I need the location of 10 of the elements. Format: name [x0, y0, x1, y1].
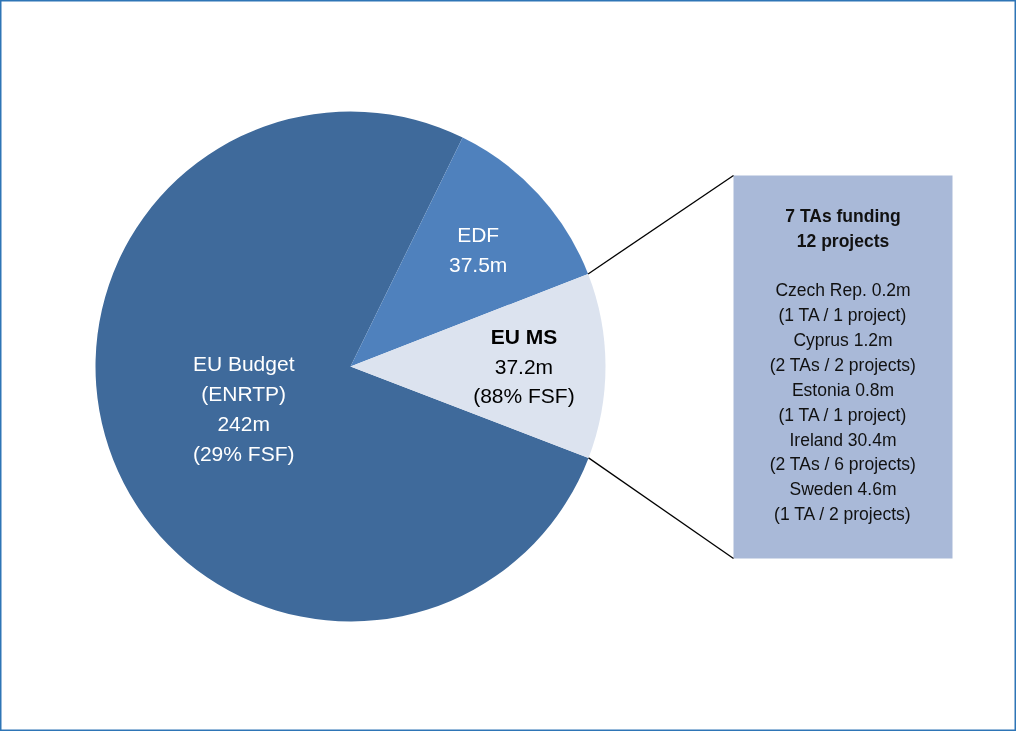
text: Czech Rep. 0.2m (1 TA / 1 project) Cyprus 1.2m (2 TAs / 2 projects) Estonia 0.8m (1 TA / 1 project) Ireland 30.4m (2 TAs / 6 projects) Sweden 4.6m (1 TA / 2 projects) [769, 280, 916, 525]
data-label: 37.2m [494, 354, 554, 378]
text: (29% FSF) [192, 441, 295, 465]
slice-label: EU Budget (ENRTP) [192, 352, 295, 406]
data-label: 242m [217, 411, 270, 435]
text: 7 TAs funding 12 projects [785, 205, 901, 251]
slice-label: EDF [457, 222, 500, 246]
slice-label: EU MS [490, 324, 558, 348]
data-label: 37.5m [448, 252, 508, 276]
text: (88% FSF) [473, 384, 575, 408]
